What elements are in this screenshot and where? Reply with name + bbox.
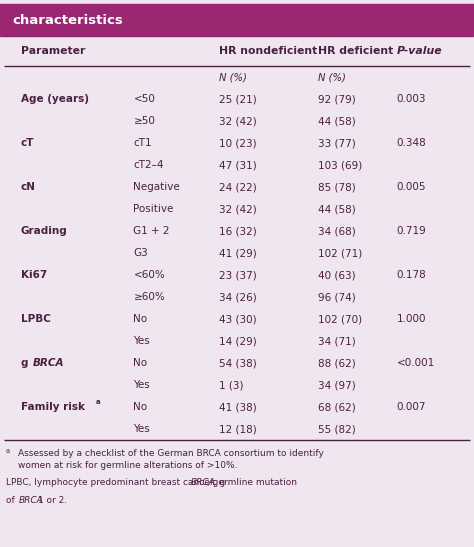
Text: 32 (42): 32 (42): [219, 204, 257, 214]
Text: HR nondeficient: HR nondeficient: [219, 46, 317, 56]
Text: 44 (58): 44 (58): [318, 116, 356, 126]
Text: 1 or 2.: 1 or 2.: [35, 496, 67, 504]
Text: cN: cN: [21, 182, 36, 192]
Text: cT: cT: [21, 138, 35, 148]
Text: 55 (82): 55 (82): [318, 424, 356, 434]
Text: 34 (68): 34 (68): [318, 226, 356, 236]
Text: 41 (29): 41 (29): [219, 248, 257, 258]
Text: 0.007: 0.007: [397, 402, 426, 412]
Text: Family risk: Family risk: [21, 402, 85, 412]
Text: Yes: Yes: [134, 380, 150, 390]
Text: 44 (58): 44 (58): [318, 204, 356, 214]
Text: <0.001: <0.001: [397, 358, 435, 368]
Text: No: No: [134, 402, 147, 412]
Text: 0.719: 0.719: [397, 226, 427, 236]
Text: 0.178: 0.178: [397, 270, 427, 280]
Text: Yes: Yes: [134, 424, 150, 434]
Text: <60%: <60%: [134, 270, 165, 280]
Text: g: g: [21, 358, 28, 368]
Text: 0.003: 0.003: [397, 94, 426, 104]
Text: ≥60%: ≥60%: [134, 292, 165, 302]
Text: N (%): N (%): [318, 72, 346, 82]
Text: 102 (71): 102 (71): [318, 248, 362, 258]
Text: 88 (62): 88 (62): [318, 358, 356, 368]
Text: BRCA: BRCA: [33, 358, 64, 368]
Text: 25 (21): 25 (21): [219, 94, 257, 104]
Text: Negative: Negative: [134, 182, 180, 192]
Text: No: No: [134, 314, 147, 324]
Text: 23 (37): 23 (37): [219, 270, 257, 280]
Text: 34 (97): 34 (97): [318, 380, 356, 390]
Text: 103 (69): 103 (69): [318, 160, 362, 170]
Text: 33 (77): 33 (77): [318, 138, 356, 148]
Text: 24 (22): 24 (22): [219, 182, 257, 192]
Text: 85 (78): 85 (78): [318, 182, 356, 192]
Text: 54 (38): 54 (38): [219, 358, 257, 368]
Text: 10 (23): 10 (23): [219, 138, 256, 148]
Text: 32 (42): 32 (42): [219, 116, 257, 126]
Text: 34 (26): 34 (26): [219, 292, 257, 302]
Text: 0.005: 0.005: [397, 182, 426, 192]
Text: 0.348: 0.348: [397, 138, 427, 148]
Text: Grading: Grading: [21, 226, 68, 236]
Text: 16 (32): 16 (32): [219, 226, 257, 236]
Text: Parameter: Parameter: [21, 46, 85, 56]
Text: BRCA: BRCA: [18, 496, 43, 504]
Text: G1 + 2: G1 + 2: [134, 226, 170, 236]
Text: 40 (63): 40 (63): [318, 270, 356, 280]
Text: 34 (71): 34 (71): [318, 336, 356, 346]
Text: HR deficient: HR deficient: [318, 46, 393, 56]
Text: BRCA: BRCA: [191, 478, 215, 487]
Text: 102 (70): 102 (70): [318, 314, 362, 324]
Text: LPBC, lymphocyte predominant breast cancer; g: LPBC, lymphocyte predominant breast canc…: [6, 478, 225, 487]
Text: 14 (29): 14 (29): [219, 336, 257, 346]
Text: Assessed by a checklist of the German BRCA consortium to identify
women at risk : Assessed by a checklist of the German BR…: [18, 449, 324, 470]
Text: a: a: [96, 399, 100, 404]
Text: LPBC: LPBC: [21, 314, 51, 324]
Bar: [0, 4, 474, 36]
Text: a: a: [6, 448, 10, 454]
Text: characteristics: characteristics: [12, 14, 123, 26]
Text: 68 (62): 68 (62): [318, 402, 356, 412]
Text: Positive: Positive: [134, 204, 174, 214]
Text: , germline mutation: , germline mutation: [207, 478, 297, 487]
Text: cT2–4: cT2–4: [134, 160, 164, 170]
Text: 12 (18): 12 (18): [219, 424, 257, 434]
Text: 41 (38): 41 (38): [219, 402, 257, 412]
Text: 1.000: 1.000: [397, 314, 426, 324]
Text: 43 (30): 43 (30): [219, 314, 256, 324]
Text: P-value: P-value: [397, 46, 442, 56]
Text: 92 (79): 92 (79): [318, 94, 356, 104]
Text: ≥50: ≥50: [134, 116, 155, 126]
Text: No: No: [134, 358, 147, 368]
Text: 96 (74): 96 (74): [318, 292, 356, 302]
Text: 1 (3): 1 (3): [219, 380, 244, 390]
Text: of: of: [6, 496, 18, 504]
Text: Yes: Yes: [134, 336, 150, 346]
Text: 47 (31): 47 (31): [219, 160, 257, 170]
Text: G3: G3: [134, 248, 148, 258]
Text: N (%): N (%): [219, 72, 247, 82]
Text: <50: <50: [134, 94, 155, 104]
Text: Ki67: Ki67: [21, 270, 47, 280]
Text: cT1: cT1: [134, 138, 152, 148]
Text: Age (years): Age (years): [21, 94, 89, 104]
